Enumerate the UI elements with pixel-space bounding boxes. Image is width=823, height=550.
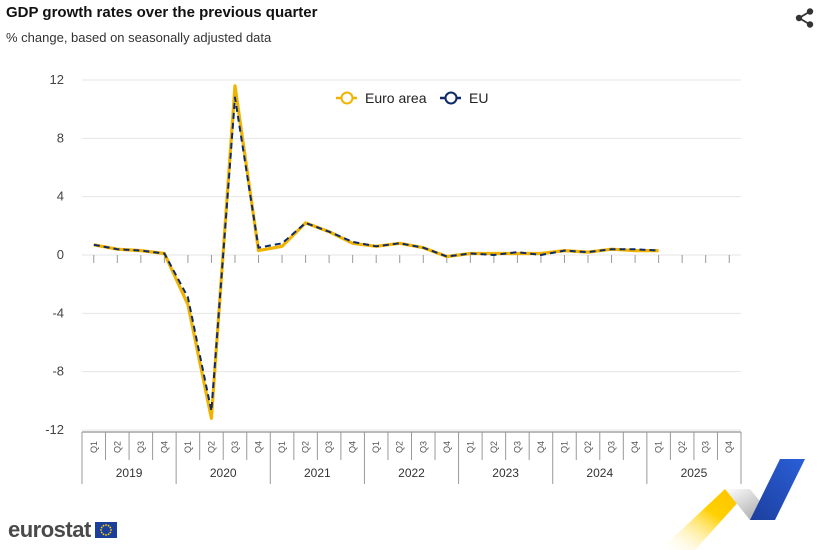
legend-item-euro-area: Euro area (336, 90, 427, 106)
x-tick-label: Q2 (677, 441, 687, 453)
y-tick-label: -4 (52, 305, 64, 320)
x-tick-label: Q4 (630, 441, 640, 453)
chart-subtitle: % change, based on seasonally adjusted d… (6, 30, 272, 45)
legend-label: EU (469, 90, 488, 106)
x-tick-label: Q3 (230, 441, 240, 453)
series-line-eu (93, 96, 659, 412)
year-label: 2021 (304, 466, 331, 480)
x-tick-label: Q1 (654, 441, 664, 453)
x-tick-label: Q2 (206, 441, 216, 453)
year-label: 2019 (116, 466, 143, 480)
x-tick-label: Q4 (348, 441, 358, 453)
x-tick-label: Q3 (607, 441, 617, 453)
y-tick-label: 0 (57, 247, 64, 262)
x-tick-label: Q4 (536, 441, 546, 453)
x-tick-label: Q1 (559, 441, 569, 453)
y-tick-label: 8 (57, 130, 64, 145)
year-label: 2022 (398, 466, 425, 480)
y-tick-label: 4 (57, 189, 64, 204)
year-label: 2025 (681, 466, 708, 480)
legend-label: Euro area (365, 90, 427, 106)
year-label: 2024 (586, 466, 613, 480)
x-tick-label: Q4 (442, 441, 452, 453)
legend-marker (444, 91, 458, 105)
x-tick-label: Q1 (371, 441, 381, 453)
eu-flag-icon (94, 522, 117, 538)
x-tick-label: Q2 (112, 441, 122, 453)
logo-text: eurostat (8, 517, 91, 542)
y-tick-label: -8 (52, 364, 64, 379)
year-label: 2023 (492, 466, 519, 480)
x-tick-label: Q1 (465, 441, 475, 453)
x-tick-label: Q2 (301, 441, 311, 453)
x-tick-label: Q4 (159, 441, 169, 453)
x-tick-label: Q1 (277, 441, 287, 453)
eurostat-decoration (660, 459, 805, 550)
chart-title: GDP growth rates over the previous quart… (6, 4, 318, 21)
x-tick-label: Q2 (583, 441, 593, 453)
x-tick-label: Q1 (89, 441, 99, 453)
share-icon[interactable] (794, 7, 816, 29)
x-tick-label: Q4 (724, 441, 734, 453)
x-tick-label: Q3 (324, 441, 334, 453)
x-tick-label: Q1 (183, 441, 193, 453)
x-tick-label: Q3 (136, 441, 146, 453)
x-tick-label: Q2 (395, 441, 405, 453)
x-tick-label: Q2 (489, 441, 499, 453)
legend-marker (340, 91, 354, 105)
legend-item-eu: EU (440, 90, 488, 106)
eurostat-logo: eurostat (8, 517, 117, 543)
y-tick-label: 12 (50, 72, 64, 87)
x-tick-label: Q4 (254, 441, 264, 453)
x-tick-label: Q3 (418, 441, 428, 453)
year-label: 2020 (210, 466, 237, 480)
y-tick-label: -12 (45, 422, 64, 437)
x-tick-label: Q3 (701, 441, 711, 453)
x-tick-label: Q3 (512, 441, 522, 453)
